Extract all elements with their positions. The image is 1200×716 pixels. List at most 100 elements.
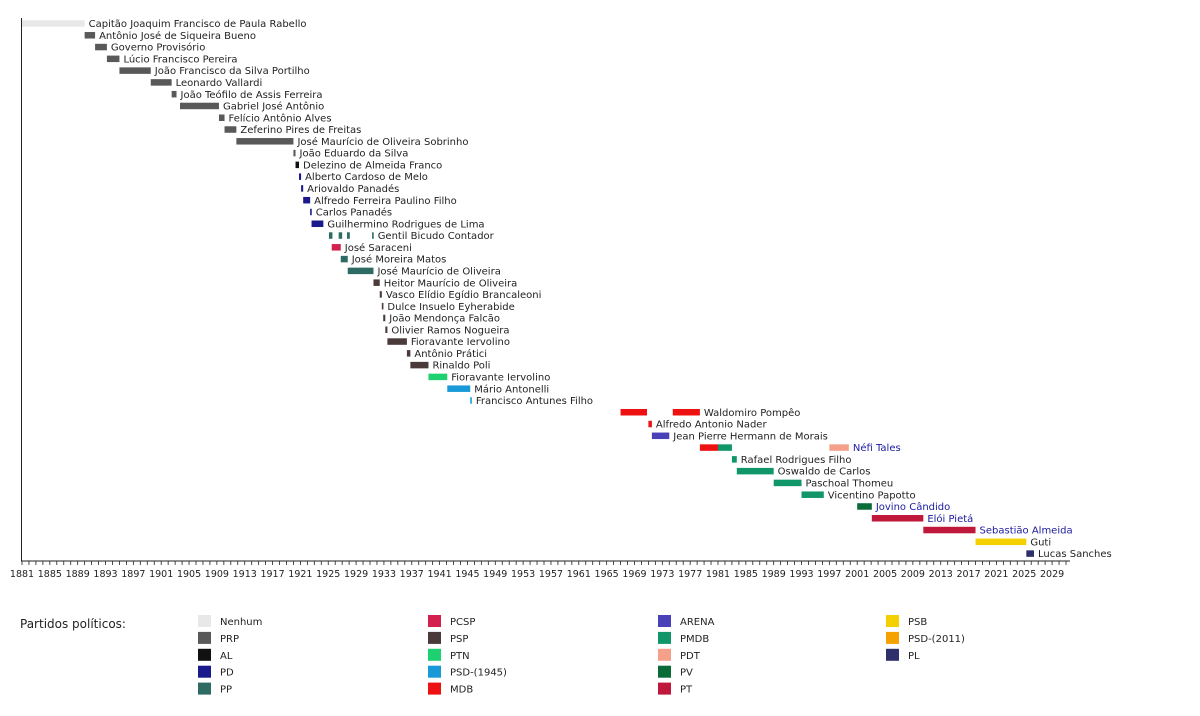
term-bar bbox=[311, 220, 324, 228]
x-tick-label: 2001 bbox=[845, 569, 869, 580]
mayor-name-label: Alfredo Ferreira Paulino Filho bbox=[314, 196, 457, 207]
legend-swatch bbox=[428, 665, 441, 678]
mayor-name-label: Zeferino Pires de Freitas bbox=[240, 125, 361, 136]
x-tick-label: 2017 bbox=[956, 569, 980, 580]
x-tick-label: 2025 bbox=[1012, 569, 1036, 580]
legend-label: PSB bbox=[908, 617, 927, 628]
term-bar bbox=[179, 102, 219, 110]
timeline-row: Fioravante Iervolino bbox=[387, 337, 510, 348]
term-bar bbox=[406, 350, 411, 357]
legend-item: PSB bbox=[886, 615, 927, 628]
legend-item: AL bbox=[198, 648, 233, 662]
x-tick-label: 2013 bbox=[929, 569, 953, 580]
mayor-name-label: Ariovaldo Panadés bbox=[307, 183, 399, 195]
term-bar bbox=[447, 385, 471, 392]
term-bar bbox=[293, 149, 296, 157]
timeline-row: Jean Pierre Hermann de Morais bbox=[651, 431, 828, 442]
mayor-name-label: José Maurício de Oliveira Sobrinho bbox=[296, 136, 468, 148]
legend-label: PCSP bbox=[450, 617, 475, 628]
legend-label: PL bbox=[908, 651, 920, 662]
timeline-row: Fioravante Iervolino bbox=[428, 373, 550, 384]
legend-label: MDB bbox=[450, 685, 473, 696]
x-tick-label: 1977 bbox=[678, 569, 702, 580]
x-tick-label: 1973 bbox=[650, 569, 674, 580]
x-tick-label: 1985 bbox=[734, 569, 758, 580]
term-bar bbox=[383, 314, 386, 322]
term-bar bbox=[310, 208, 312, 216]
x-tick-label: 1881 bbox=[10, 569, 34, 580]
term-bar bbox=[218, 114, 225, 121]
mayor-name-label: João Eduardo da Silva bbox=[299, 149, 409, 160]
mayor-name-label: João Mendonça Falcão bbox=[388, 314, 500, 325]
legend-label: PD bbox=[220, 668, 234, 679]
legend-item: PCSP bbox=[428, 615, 475, 628]
mayor-name-label: Oswaldo de Carlos bbox=[778, 467, 871, 478]
term-bar bbox=[301, 185, 304, 192]
legend-swatch bbox=[428, 648, 441, 661]
x-tick-label: 1893 bbox=[93, 569, 117, 580]
x-tick-label: 1909 bbox=[205, 569, 229, 580]
term-bar bbox=[672, 408, 700, 416]
mayor-name-label: Jean Pierre Hermann de Morais bbox=[672, 431, 828, 442]
mayor-name-label: Vasco Elídio Egídio Brancaleoni bbox=[386, 289, 542, 301]
term-bar bbox=[620, 408, 648, 416]
legend-label: PDT bbox=[680, 651, 701, 662]
mayor-name-label: Gentil Bicudo Contador bbox=[378, 231, 495, 242]
mayor-name-label: Rafael Rodrigues Filho bbox=[741, 455, 852, 466]
timeline-row: Lúcio Francisco Pereira bbox=[106, 53, 238, 65]
term-bar bbox=[387, 338, 407, 345]
timeline-row: Vicentino Papotto bbox=[801, 490, 916, 501]
legend-swatch bbox=[198, 615, 211, 627]
timeline-row: Lucas Sanches bbox=[1026, 549, 1112, 560]
mayor-name-label: Fioravante Iervolino bbox=[411, 337, 510, 348]
legend-label: PRP bbox=[220, 634, 239, 645]
mayor-name-label: Sebastião Almeida bbox=[980, 526, 1073, 537]
x-tick-label: 1901 bbox=[149, 569, 173, 580]
term-bar bbox=[857, 503, 872, 510]
x-tick-label: 1945 bbox=[455, 569, 479, 580]
mayor-name-label: João Francisco da Silva Portilho bbox=[154, 66, 310, 77]
mayor-name-label: José Moreira Matos bbox=[351, 254, 447, 266]
mayor-name-label: Jovino Cândido bbox=[875, 501, 950, 513]
legend-swatch bbox=[428, 631, 441, 644]
timeline-row: Sebastião Almeida bbox=[923, 526, 1073, 537]
timeline-row: Zeferino Pires de Freitas bbox=[224, 125, 361, 136]
legend-swatch bbox=[198, 682, 211, 695]
term-bar bbox=[328, 232, 333, 239]
term-bar bbox=[22, 20, 85, 27]
legend-swatch bbox=[886, 631, 899, 644]
term-bar bbox=[470, 397, 472, 404]
x-tick-label: 1913 bbox=[233, 569, 257, 580]
term-bar bbox=[829, 444, 849, 451]
term-bar bbox=[1026, 550, 1034, 557]
mayor-name-label: Lúcio Francisco Pereira bbox=[123, 53, 237, 65]
x-tick-label: 1957 bbox=[539, 569, 563, 580]
legend-item: PV bbox=[658, 665, 693, 679]
term-bar bbox=[106, 55, 120, 63]
mayor-name-label: Governo Provisório bbox=[111, 42, 205, 54]
legend-label: Nenhum bbox=[220, 617, 262, 628]
mayor-name-label: Gabriel José Antônio bbox=[223, 101, 324, 113]
term-bar bbox=[303, 196, 311, 204]
term-bar bbox=[84, 32, 96, 39]
legend-item: PMDB bbox=[658, 631, 709, 645]
term-bar bbox=[171, 90, 177, 98]
timeline-row: Dulce Insuelo Eyherabide bbox=[381, 302, 515, 313]
timeline-row: Felício Antônio Alves bbox=[218, 112, 332, 124]
timeline-row: Leonardo Vallardi bbox=[150, 78, 262, 89]
term-bar bbox=[372, 232, 374, 239]
term-bar bbox=[718, 444, 732, 451]
x-tick-label: 2021 bbox=[984, 569, 1008, 580]
term-bar bbox=[119, 67, 151, 74]
timeline-row: Heitor Maurício de Oliveira bbox=[373, 277, 517, 289]
term-bar bbox=[871, 515, 924, 522]
x-tick-label: 1889 bbox=[66, 569, 90, 580]
timeline-row: Gentil Bicudo Contador bbox=[328, 231, 495, 242]
mayor-name-label: Capitão Joaquim Francisco de Paula Rabel… bbox=[89, 19, 307, 30]
mayor-name-label: Carlos Panadés bbox=[316, 207, 392, 219]
bars-layer: Capitão Joaquim Francisco de Paula Rabel… bbox=[22, 19, 1112, 560]
term-bar bbox=[373, 279, 380, 286]
x-tick-label: 1997 bbox=[817, 569, 841, 580]
term-bar bbox=[295, 161, 300, 169]
